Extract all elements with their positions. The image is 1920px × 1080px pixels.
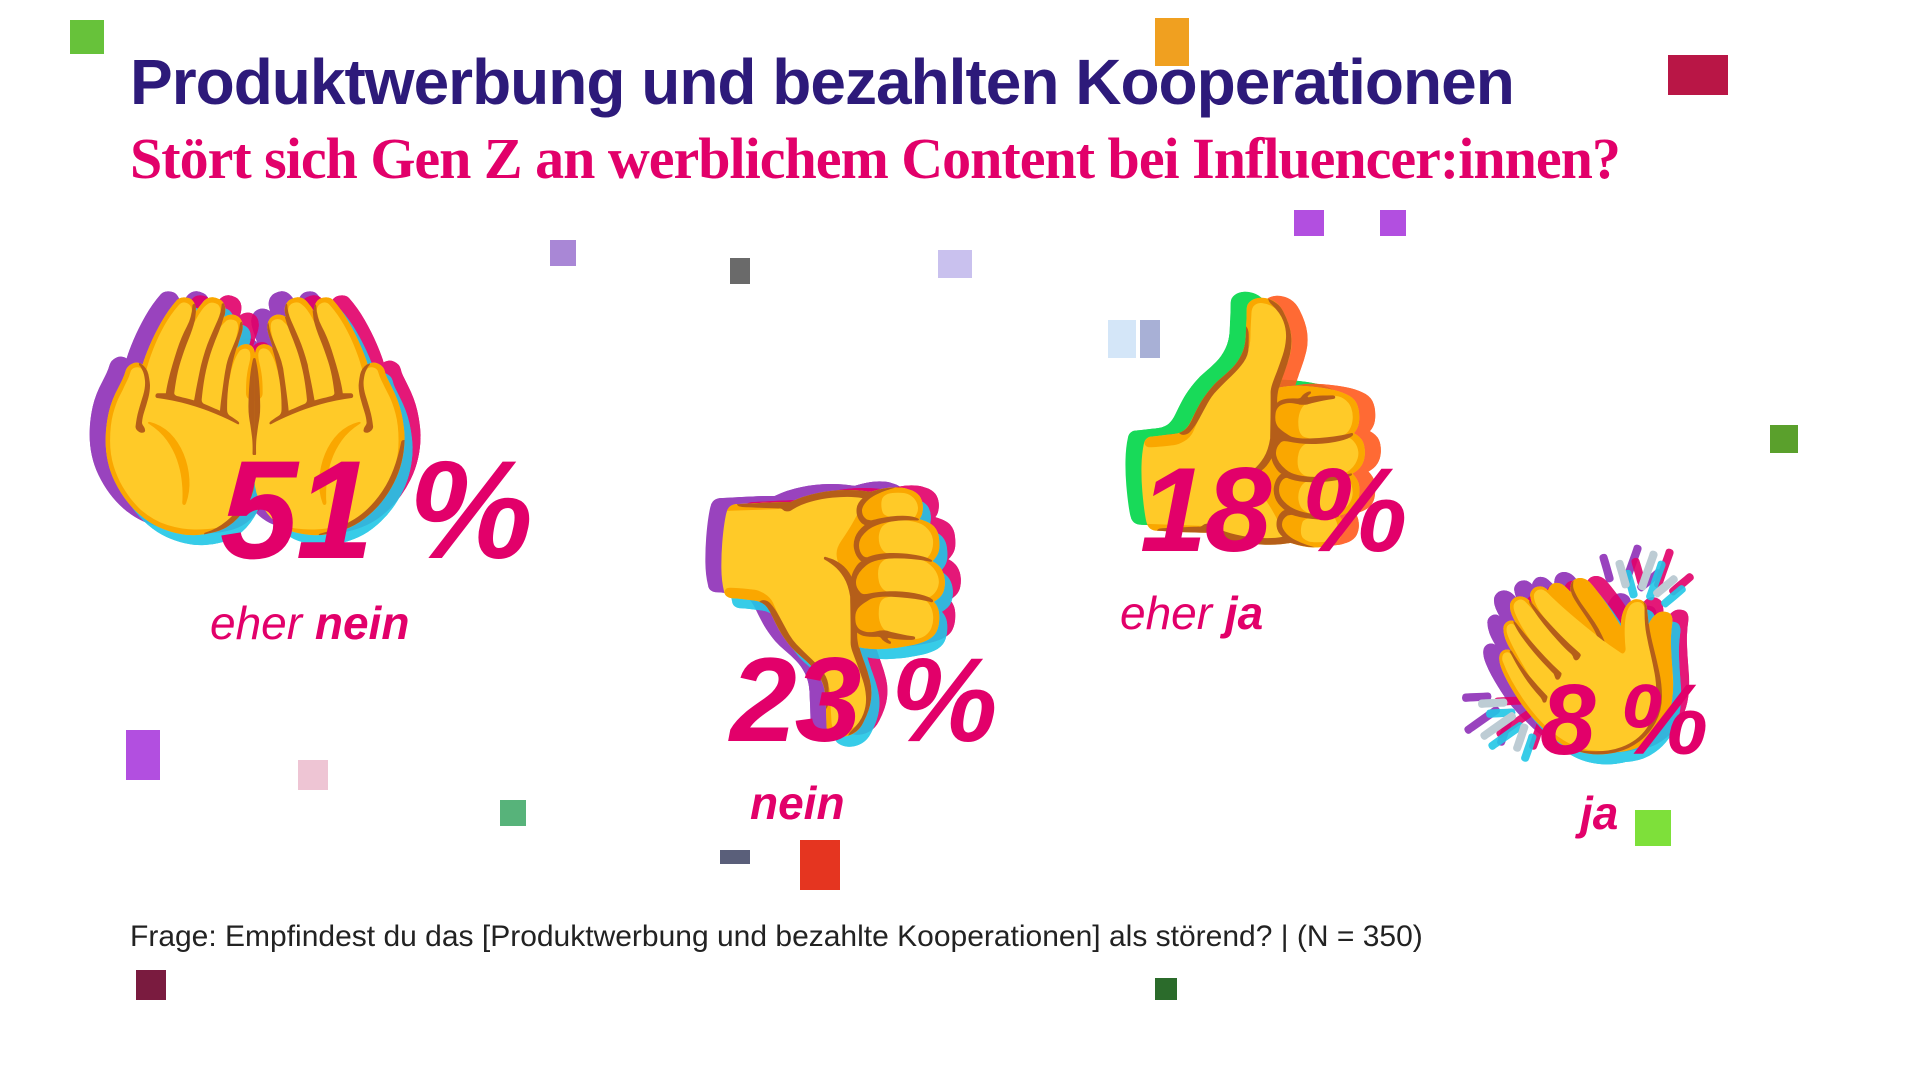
confetti-square bbox=[126, 730, 160, 780]
stat-percent: 51 % bbox=[220, 440, 531, 580]
confetti-square bbox=[1635, 810, 1671, 846]
confetti-square bbox=[1294, 210, 1324, 236]
confetti-square bbox=[1770, 425, 1798, 453]
confetti-square bbox=[500, 800, 526, 826]
confetti-square bbox=[70, 20, 104, 54]
stat-block-nein: 👎👎👎👎23 %nein bbox=[680, 490, 968, 730]
stat-label: nein bbox=[750, 780, 845, 826]
page-title: Produktwerbung und bezahlten Kooperation… bbox=[130, 45, 1514, 119]
stat-label-bold: nein bbox=[750, 777, 845, 829]
stat-label: ja bbox=[1580, 790, 1618, 836]
confetti-square bbox=[1155, 18, 1189, 66]
confetti-square bbox=[298, 760, 328, 790]
stat-block-ja: 👏👏👏👏8 %ja bbox=[1460, 560, 1700, 760]
stat-label-pre: eher bbox=[1120, 587, 1225, 639]
stat-block-eher-nein: 🤲🤲🤲🤲51 %eher nein bbox=[80, 280, 416, 560]
page-subtitle: Stört sich Gen Z an werblichem Content b… bbox=[130, 125, 1620, 192]
stat-label-bold: ja bbox=[1225, 587, 1263, 639]
confetti-square bbox=[1155, 978, 1177, 1000]
confetti-square bbox=[800, 840, 840, 890]
confetti-square bbox=[938, 250, 972, 278]
confetti-square bbox=[1380, 210, 1406, 236]
stat-label-bold: nein bbox=[315, 597, 410, 649]
footnote: Frage: Empfindest du das [Produktwerbung… bbox=[130, 920, 1423, 954]
stat-percent: 8 % bbox=[1540, 670, 1706, 770]
stat-label: eher ja bbox=[1120, 590, 1263, 636]
confetti-square bbox=[730, 258, 750, 284]
stat-percent: 18 % bbox=[1140, 450, 1406, 570]
infographic-stage: Produktwerbung und bezahlten Kooperation… bbox=[0, 0, 1920, 1080]
stat-label-bold: ja bbox=[1580, 787, 1618, 839]
confetti-square bbox=[1668, 55, 1728, 95]
confetti-square bbox=[720, 850, 750, 864]
confetti-square bbox=[136, 970, 166, 1000]
stat-label: eher nein bbox=[210, 600, 409, 646]
stat-block-eher-ja: 👍👍👍18 %eher ja bbox=[1100, 300, 1388, 540]
stat-label-pre: eher bbox=[210, 597, 315, 649]
stat-percent: 23 % bbox=[730, 640, 996, 760]
confetti-square bbox=[550, 240, 576, 266]
